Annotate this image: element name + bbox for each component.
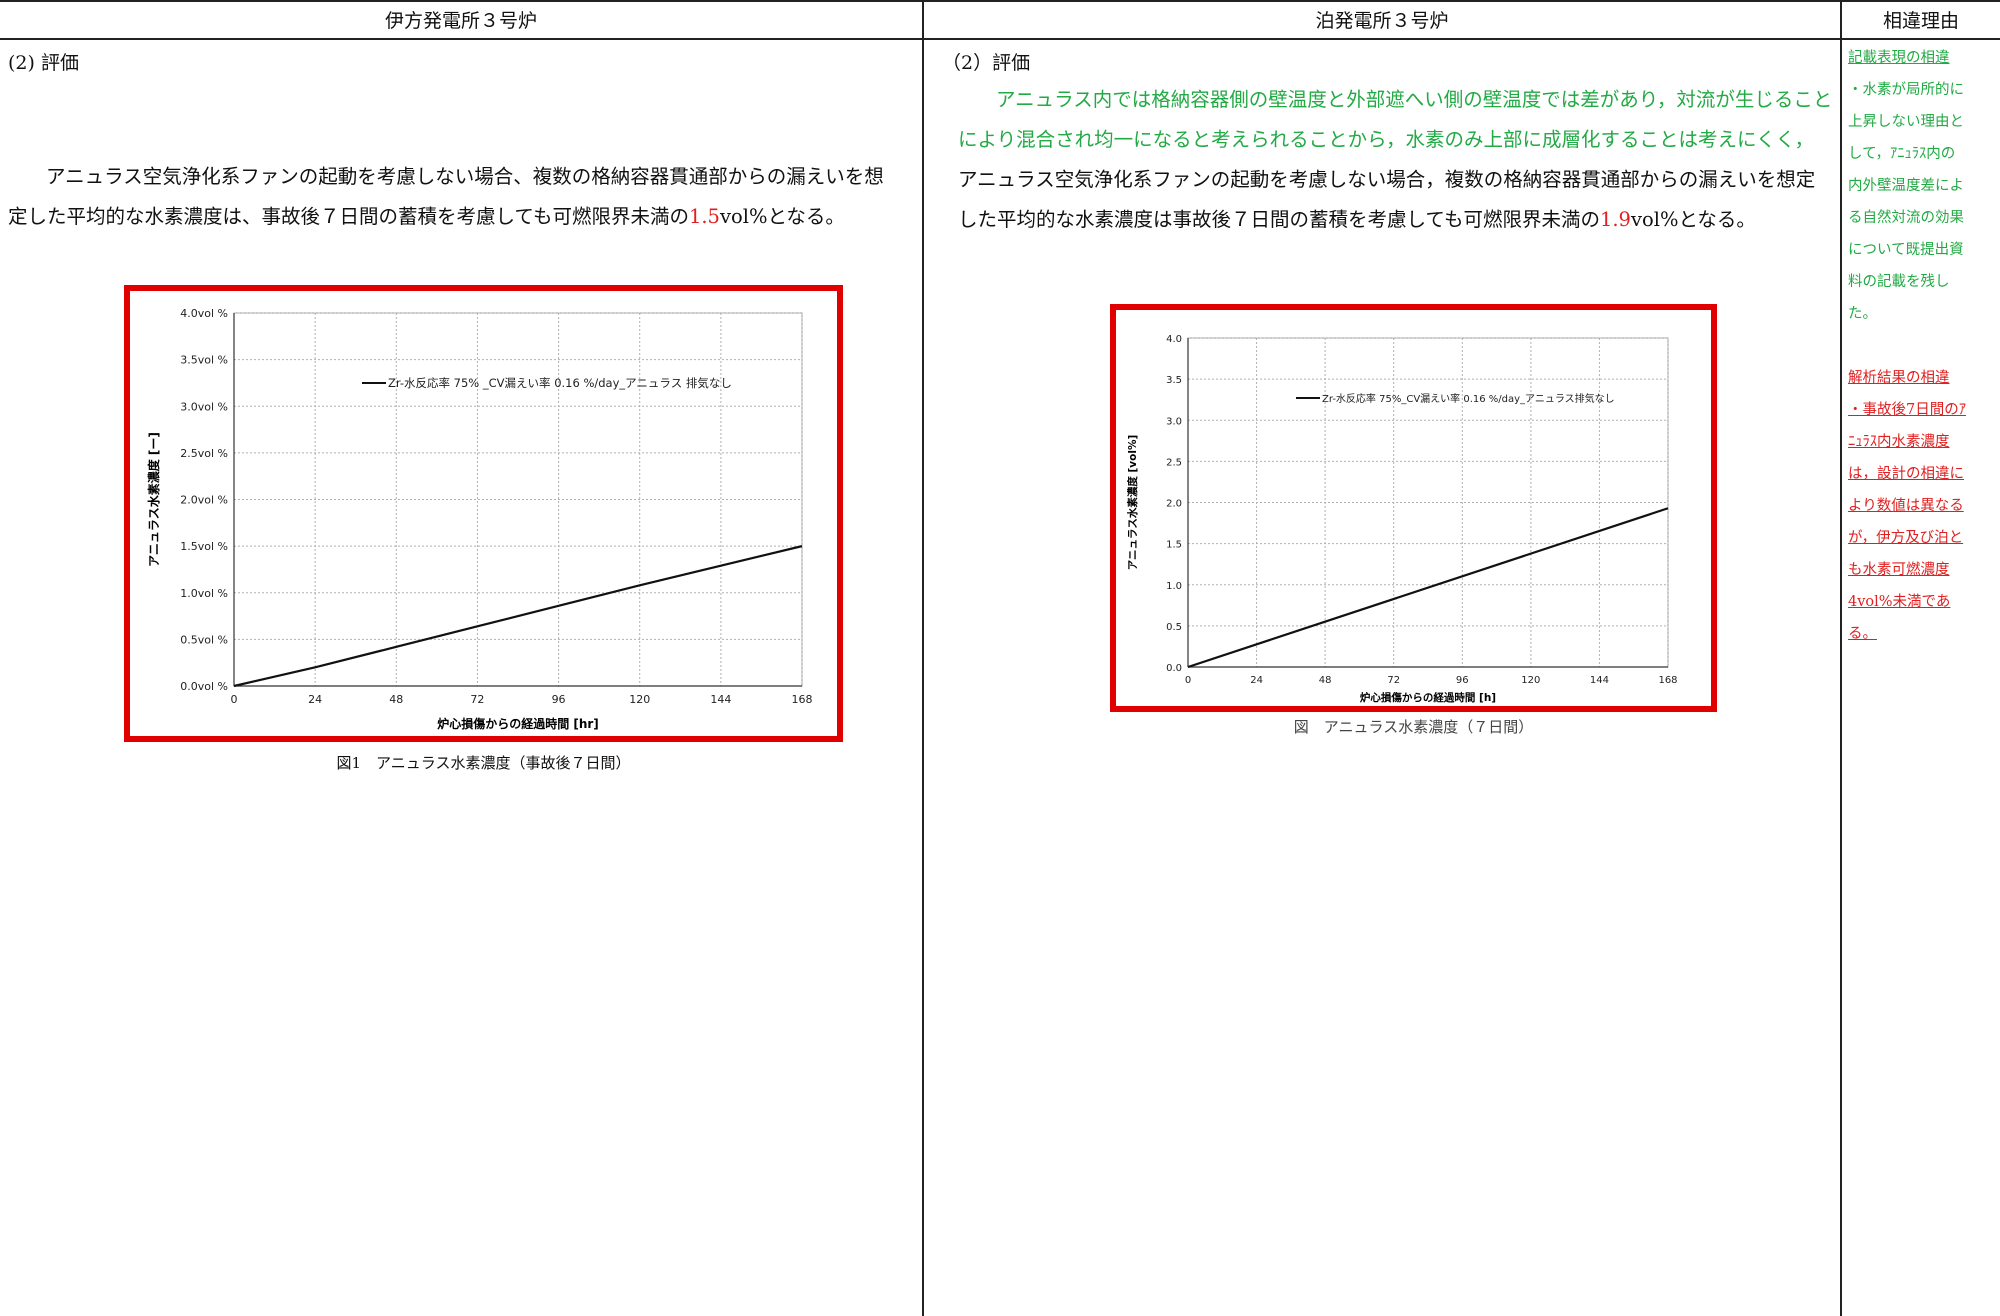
reason-line: 内外壁温度差によ [1848,178,1964,194]
evaluation-paragraph: アニュラス内では格納容器側の壁温度と外部遮へい側の壁温度では差があり，対流が生じ… [958,80,1838,240]
header-reason: 相違理由 [1842,0,2000,40]
para-text: した平均的な水素濃度は事故後７日間の蓄積を考慮しても可燃限界未満の [958,208,1600,231]
x-tick-label: 144 [710,693,731,706]
column-divider [922,0,924,1316]
y-tick-label: 1.5 [1166,540,1182,551]
x-axis-label: 炉心損傷からの経過時間 [hr] [437,716,599,731]
y-tick-label: 1.0 [1166,581,1182,592]
evaluation-paragraph: アニュラス空気浄化系ファンの起動を考慮しない場合、複数の格納容器貫通部からの漏え… [8,157,913,237]
section-heading: (2) 評価 [8,52,79,74]
x-tick-label: 168 [1658,675,1677,686]
x-tick-label: 168 [792,693,813,706]
reason-title: 記載表現の相違 [1848,50,1950,66]
reason-line: ﾆｭﾗｽ内水素濃度 [1848,434,1950,450]
y-tick-label: 3.5 [1166,375,1182,386]
legend-label: Zr-水反応率 75% _CV漏えい率 0.16 %/day_アニュラス 排気な… [388,376,732,390]
x-tick-label: 48 [389,693,403,706]
x-tick-label: 24 [308,693,322,706]
y-tick-label: 2.0vol % [180,494,228,507]
header-tomari: 泊発電所３号炉 [924,0,1840,40]
reason-line: ・水素が局所的に [1848,82,1964,98]
x-tick-label: 96 [1456,675,1469,686]
series-line [233,545,803,688]
chart-frame: 0.0vol % 0.5vol % 1.0vol % 1.5vol % 2.0vol %… [124,285,843,742]
reason-line: 上昇しない理由と [1848,114,1964,130]
y-axis-label: アニュラス水素濃度 [vol%] [1126,435,1139,571]
para-line: アニュラス空気浄化系ファンの起動を考慮しない場合，複数の格納容器貫通部からの漏え… [958,168,1816,191]
reason-line: して，ｱﾆｭﾗｽ内の [1848,146,1956,162]
para-line: アニュラス内では格納容器側の壁温度と外部遮へい側の壁温度では差があり，対流が生じ… [996,88,1833,111]
y-tick-label: 0.5 [1166,622,1182,633]
y-tick-label: 4.0vol % [180,307,228,320]
legend-label: Zr-水反応率 75%_CV漏えい率 0.16 %/day_アニュラス排気なし [1322,392,1615,405]
para-line: アニュラス空気浄化系ファンの起動を考慮しない場合、複数の格納容器貫通部からの漏え… [46,165,884,188]
reason-line: が，伊方及び泊と [1848,530,1964,546]
x-tick-label: 48 [1319,675,1332,686]
chart-frame: 0.0 0.5 1.0 1.5 2.0 2.5 3.0 3.5 4.0 0 24 48 72 96 120… [1110,304,1717,712]
reason-title: 解析結果の相違 [1848,370,1950,386]
reason-line: ・事故後7日間のｱ [1848,402,1966,418]
y-tick-label: 0.0 [1166,663,1182,674]
para-text: 定した平均的な水素濃度は、事故後７日間の蓄積を考慮しても可燃限界未満の [8,205,689,228]
y-tick-label: 3.0vol % [180,400,228,413]
x-axis-label: 炉心損傷からの経過時間 [h] [1360,691,1496,704]
concentration-value: 1.9 [1599,208,1631,231]
x-tick-label: 72 [470,693,484,706]
reason-notes: ・水素が局所的に 上昇しない理由と して，ｱﾆｭﾗｽ内の 内外壁温度差によ る自然対流の… [1848,74,1970,330]
header-ikata: 伊方発電所３号炉 [0,0,922,40]
y-tick-label: 3.5vol % [180,354,228,367]
hydrogen-concentration-chart: 0.0 0.5 1.0 1.5 2.0 2.5 3.0 3.5 4.0 0 24 48 72 96 120… [1126,334,1678,704]
reason-line: 4vol%未満であ [1848,594,1951,610]
y-tick-label: 1.5vol % [180,540,228,553]
y-tick-label: 0.5vol % [180,633,228,646]
y-tick-label: 2.5 [1166,457,1182,468]
para-line: 定した平均的な水素濃度は、事故後７日間の蓄積を考慮しても可燃限界未満の1.5vo… [8,197,913,237]
series-line [1187,507,1669,669]
reason-line: より数値は異なる [1848,498,1964,514]
y-tick-label: 1.0vol % [180,587,228,600]
y-tick-label: 2.0 [1166,499,1182,510]
para-line: した平均的な水素濃度は事故後７日間の蓄積を考慮しても可燃限界未満の1.9vol%… [958,200,1838,240]
reason-line: 料の記載を残し [1848,274,1950,290]
top-border [0,0,2000,2]
x-tick-label: 72 [1387,675,1400,686]
x-tick-label: 120 [1521,675,1540,686]
column-divider [1840,0,1842,1316]
x-tick-label: 96 [552,693,566,706]
x-tick-label: 120 [629,693,650,706]
reason-line: る自然対流の効果 [1848,210,1964,226]
y-tick-label: 0.0vol % [180,680,228,693]
difference-reasons: 記載表現の相違 ・水素が局所的に 上昇しない理由と して，ｱﾆｭﾗｽ内の 内外壁温度差… [1848,42,1970,650]
y-tick-label: 4.0 [1166,334,1182,345]
reason-line: た。 [1848,306,1877,322]
hydrogen-concentration-chart: 0.0vol % 0.5vol % 1.0vol % 1.5vol % 2.0vol %… [146,307,813,731]
reason-notes: ・事故後7日間のｱ ﾆｭﾗｽ内水素濃度 は，設計の相違に より数値は異なる が，伊方及び… [1848,394,1970,650]
section-heading: （2）評価 [942,52,1031,74]
para-text: vol%となる。 [1630,208,1756,231]
x-tick-label: 0 [1185,675,1191,686]
y-tick-label: 2.5vol % [180,447,228,460]
figure-caption: 図 アニュラス水素濃度（７日間） [1293,718,1534,736]
reason-line: る。 [1848,626,1877,642]
y-tick-label: 3.0 [1166,416,1182,427]
reason-line: も水素可燃濃度 [1848,562,1950,578]
y-axis-label: アニュラス水素濃度 [ー] [146,432,161,567]
x-tick-label: 24 [1250,675,1263,686]
x-tick-label: 0 [231,693,238,706]
para-line: により混合され均一になると考えられることから，水素のみ上部に成層化することは考え… [958,128,1815,151]
concentration-value: 1.5 [688,205,720,228]
reason-line: について既提出資 [1848,242,1964,258]
figure-caption: 図1 アニュラス水素濃度（事故後７日間） [336,754,631,772]
reason-line: は，設計の相違に [1848,466,1964,482]
x-tick-label: 144 [1590,675,1609,686]
para-text: vol%となる。 [719,205,845,228]
